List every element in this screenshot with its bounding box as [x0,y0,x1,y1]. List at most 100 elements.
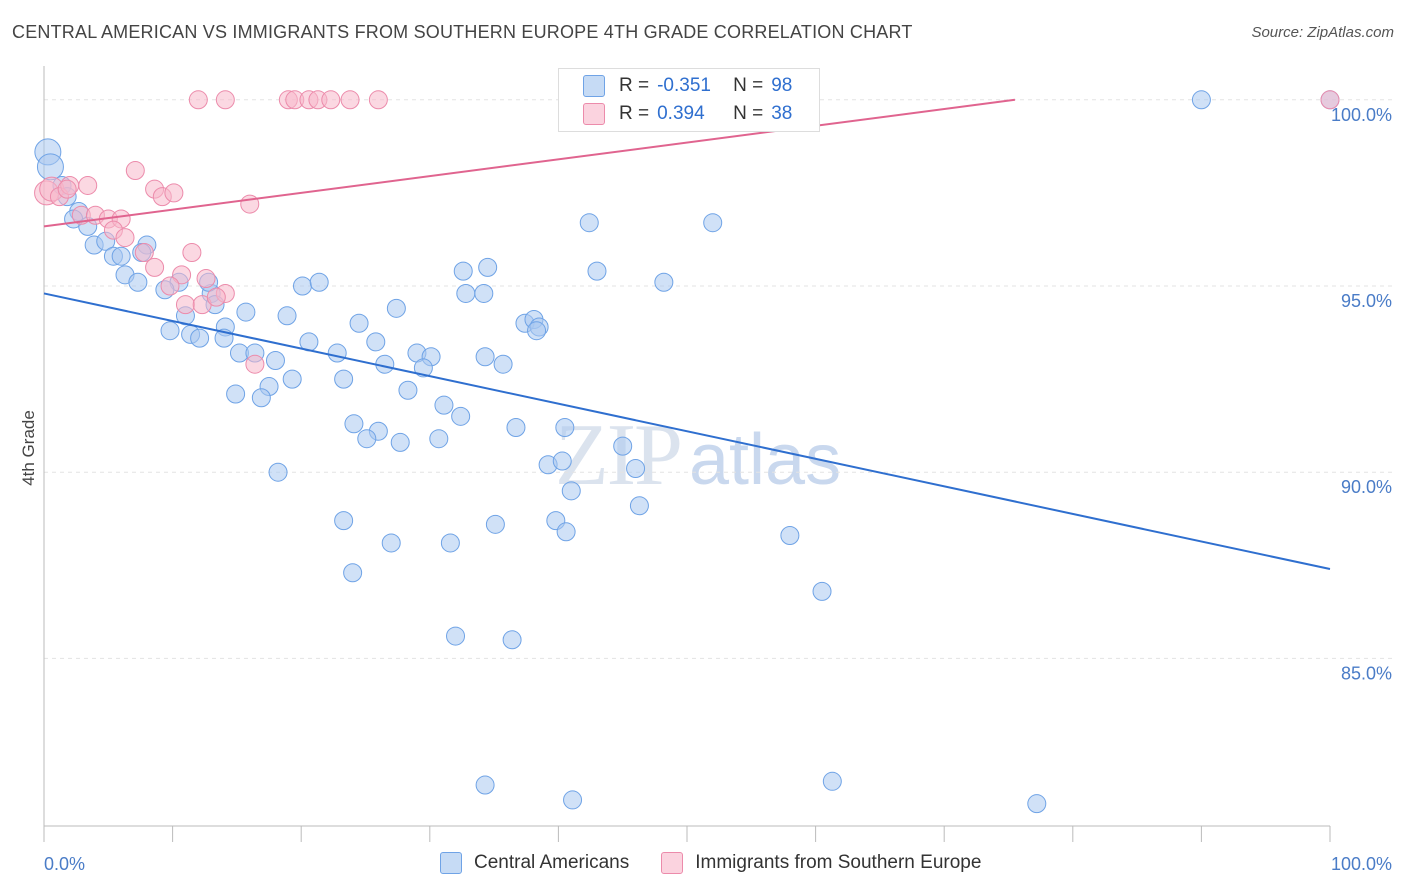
point-central-americans [349,313,369,333]
y-axis-label: 4th Grade [19,410,38,486]
point-central-americans [555,418,575,438]
chart-title: CENTRAL AMERICAN VS IMMIGRANTS FROM SOUT… [12,22,913,42]
point-southern-europe [175,295,195,315]
series-legend: Central Americans Immigrants from Southe… [440,852,1013,874]
point-southern-europe [215,90,235,110]
point-central-americans [822,771,842,791]
point-central-americans [556,522,576,542]
point-central-americans [268,462,288,482]
trend-line-central-americans [43,292,1331,571]
point-central-americans [190,328,210,348]
point-central-americans [36,153,64,181]
y-tick-label: 85.0% [1341,663,1392,683]
point-southern-europe [125,161,145,181]
x-tick-label-min: 0.0% [44,854,85,874]
legend-row-southern-europe: R = 0.394 N = 38 [583,101,792,127]
point-central-americans [226,384,246,404]
data-points [34,90,1340,814]
point-southern-europe [182,242,202,262]
series-legend-central-americans: Central Americans [440,852,629,874]
point-central-americans [386,298,406,318]
series-legend-southern-europe: Immigrants from Southern Europe [661,852,981,874]
series-swatch-blue [440,852,462,874]
point-southern-europe [245,354,265,374]
y-tick-label: 90.0% [1341,477,1392,497]
point-southern-europe [134,242,154,262]
point-central-americans [111,246,131,266]
point-central-americans [475,347,495,367]
point-central-americans [357,429,377,449]
point-central-americans [613,436,633,456]
point-southern-europe [172,265,192,285]
point-southern-europe [115,228,135,248]
point-central-americans [413,358,433,378]
source-credit: Source: ZipAtlas.com [1251,24,1394,41]
point-southern-europe [188,90,208,110]
legend-n-label: N = [733,103,764,124]
point-central-americans [309,272,329,292]
point-central-americans [563,790,583,810]
trend-line-southern-europe [43,98,1016,228]
axes [43,66,1331,842]
point-central-americans [475,775,495,795]
point-central-americans [343,563,363,583]
point-southern-europe [321,90,341,110]
point-southern-europe [196,269,216,289]
point-central-americans [381,533,401,553]
legend-swatch-pink [583,103,605,125]
point-central-americans [265,350,285,370]
point-southern-europe [160,276,180,296]
point-central-americans [587,261,607,281]
point-central-americans [160,321,180,341]
point-central-americans [398,380,418,400]
legend-r-value: 0.394 [657,103,705,124]
point-central-americans [292,276,312,296]
point-central-americans [390,432,410,452]
point-central-americans [251,388,271,408]
point-central-americans [654,272,674,292]
point-central-americans [434,395,454,415]
point-southern-europe [206,287,226,307]
point-central-americans [366,332,386,352]
legend-r-label: R = [619,75,650,96]
series-label: Immigrants from Southern Europe [695,852,982,873]
point-central-americans [456,283,476,303]
watermark-atlas: atlas [689,420,842,500]
point-southern-europe [1320,90,1340,110]
legend-row-central-americans: R = -0.351 N = 98 [583,73,792,99]
point-central-americans [446,626,466,646]
point-southern-europe [164,183,184,203]
point-southern-europe [368,90,388,110]
legend-n-label: N = [733,75,764,96]
series-label: Central Americans [474,852,630,873]
point-central-americans [451,406,471,426]
point-central-americans [344,414,364,434]
legend-r-label: R = [619,103,650,124]
point-central-americans [474,283,494,303]
point-central-americans [327,343,347,363]
legend-n-value: 38 [771,103,793,124]
point-central-americans [1027,794,1047,814]
point-central-americans [506,418,526,438]
point-central-americans [629,496,649,516]
point-central-americans [236,302,256,322]
point-central-americans [277,306,297,326]
correlation-legend: R = -0.351 N = 98 R = 0.394 N = 38 [558,68,820,132]
axis-labels: 85.0% 90.0% 95.0% 100.0% 0.0% 100.0% 4th Grade [19,105,1392,874]
x-tick-label-max: 100.0% [1331,854,1392,874]
point-central-americans [626,458,646,478]
point-central-americans [334,369,354,389]
point-central-americans [493,354,513,374]
point-central-americans [579,213,599,233]
point-central-americans [561,481,581,501]
point-central-americans [282,369,302,389]
point-central-americans [453,261,473,281]
point-central-americans [812,581,832,601]
trend-lines [43,98,1331,571]
point-central-americans [478,257,498,277]
point-central-americans [552,451,572,471]
point-southern-europe [78,175,98,195]
point-southern-europe [340,90,360,110]
point-central-americans [485,514,505,534]
point-central-americans [128,272,148,292]
